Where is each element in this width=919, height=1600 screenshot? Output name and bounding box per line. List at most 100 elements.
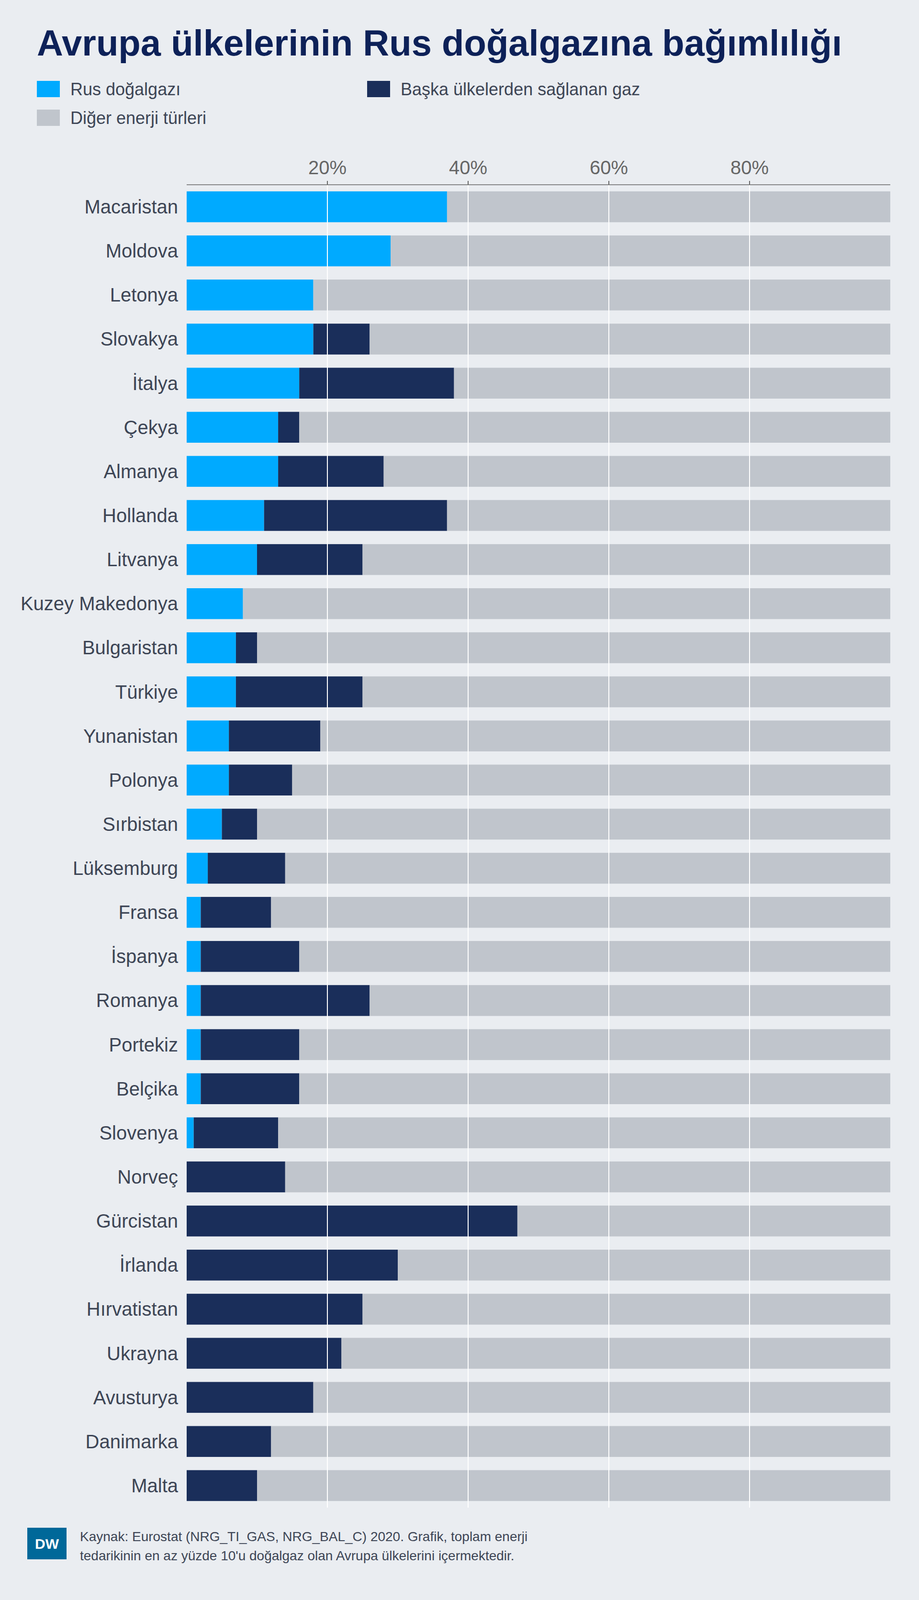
category-label: Malta	[131, 1475, 179, 1497]
bar-segment	[313, 279, 891, 311]
bar-segment	[313, 1381, 891, 1413]
bar-segment	[228, 720, 321, 751]
bar-segment	[186, 1029, 201, 1060]
bar-segment	[207, 852, 286, 884]
bar-segment	[369, 323, 891, 355]
bar-segment	[186, 676, 236, 707]
bar-segment	[186, 852, 208, 884]
tick-mark	[326, 180, 328, 185]
bars	[186, 191, 891, 1502]
bar-segment	[292, 764, 891, 796]
bar-segment	[362, 1293, 891, 1325]
legend-label: Diğer enerji türleri	[70, 108, 207, 128]
legend-swatch	[36, 80, 60, 98]
source-note: Kaynak: Eurostat (NRG_TI_GAS, NRG_BAL_C)…	[79, 1529, 528, 1564]
category-label: Hollanda	[102, 504, 179, 527]
bar-segment	[320, 720, 891, 751]
bar-segment	[200, 896, 271, 928]
grid-line	[467, 184, 469, 1508]
category-label: Moldova	[105, 240, 179, 262]
bar-segment	[264, 500, 448, 531]
bar-segment	[285, 1161, 891, 1193]
bar-segment	[454, 367, 891, 399]
bar-segment	[193, 1117, 279, 1149]
bar-segment	[313, 323, 370, 355]
bar-segment	[362, 676, 891, 707]
bar-segment	[447, 191, 891, 223]
legend: Rus doğalgazı Başka ülkelerden sağlanan g…	[36, 79, 640, 128]
bar-segment	[186, 1161, 286, 1193]
grid-line	[608, 184, 610, 1508]
bar-segment	[390, 235, 891, 267]
tick-mark	[749, 180, 751, 185]
bar-segment	[186, 1117, 194, 1149]
category-label: Gürcistan	[96, 1210, 179, 1232]
bar-segment	[186, 1426, 271, 1457]
category-label: Hırvatistan	[86, 1298, 179, 1320]
bar-segment	[186, 279, 314, 311]
category-label: Lüksemburg	[72, 857, 179, 879]
bar-segment	[200, 985, 370, 1016]
bar-segment	[186, 720, 229, 751]
category-label: Avusturya	[93, 1387, 179, 1409]
bar-segment	[186, 808, 223, 840]
category-label: Kuzey Makedonya	[20, 593, 179, 615]
bar-segment	[186, 500, 265, 531]
grid-line	[326, 184, 328, 1508]
bar-segment	[299, 367, 454, 399]
category-label: İspanya	[111, 945, 179, 967]
category-label: Fransa	[118, 901, 179, 923]
bar-segment	[447, 500, 891, 531]
bar-segment	[186, 411, 279, 443]
y-axis-labels: MacaristanMoldovaLetonyaSlovakyaİtalyaÇe…	[20, 196, 179, 1497]
bar-segment	[397, 1249, 891, 1281]
bar-segment	[186, 1381, 314, 1413]
bar-segment	[341, 1337, 891, 1369]
bar-segment	[235, 632, 258, 663]
bar-segment	[285, 852, 891, 884]
bar-segment	[270, 1426, 891, 1457]
category-label: Macaristan	[84, 196, 179, 218]
grid-line	[749, 184, 751, 1508]
bar-segment	[186, 1073, 201, 1104]
category-label: Bulgaristan	[82, 637, 179, 659]
category-label: Slovakya	[100, 328, 179, 350]
bar-segment	[186, 941, 201, 972]
bar-segment	[278, 411, 300, 443]
bar-segment	[270, 896, 891, 928]
bar-segment	[186, 367, 300, 399]
category-label: Çekya	[123, 416, 179, 438]
bar-segment	[383, 456, 891, 487]
title: Avrupa ülkelerinin Rus doğalgazına bağım…	[36, 22, 842, 64]
bar-segment	[186, 1293, 363, 1325]
legend-label: Rus doğalgazı	[70, 79, 181, 100]
bar-segment	[517, 1205, 891, 1237]
bar-segment	[299, 1029, 891, 1060]
legend-swatch	[367, 80, 391, 98]
bar-segment	[186, 985, 201, 1016]
category-label: Romanya	[96, 989, 179, 1011]
x-axis-line	[186, 184, 891, 186]
grid	[327, 184, 750, 1508]
bar-segment	[186, 1249, 398, 1281]
bar-segment	[186, 323, 314, 355]
tick-label: 60%	[589, 156, 628, 179]
category-label: Norveç	[117, 1166, 179, 1188]
bar-segment	[186, 632, 236, 663]
bar-segment	[299, 941, 891, 972]
bar-segment	[186, 544, 258, 575]
background	[0, 0, 919, 1600]
category-label: Letonya	[110, 284, 179, 306]
bar-segment	[362, 544, 891, 575]
bar-segment	[186, 191, 448, 223]
bar-segment	[186, 1337, 342, 1369]
bar-segment	[186, 235, 391, 267]
legend-label: Başka ülkelerden sağlanan gaz	[400, 79, 640, 100]
bar-segment	[299, 1073, 891, 1104]
x-axis-ticks: 20%40%60%80%	[308, 156, 769, 185]
bar-segment	[186, 588, 244, 619]
category-label: Polonya	[108, 769, 179, 791]
category-label: İrlanda	[119, 1254, 179, 1276]
category-label: Yunanistan	[83, 725, 179, 747]
bar-segment	[200, 941, 300, 972]
